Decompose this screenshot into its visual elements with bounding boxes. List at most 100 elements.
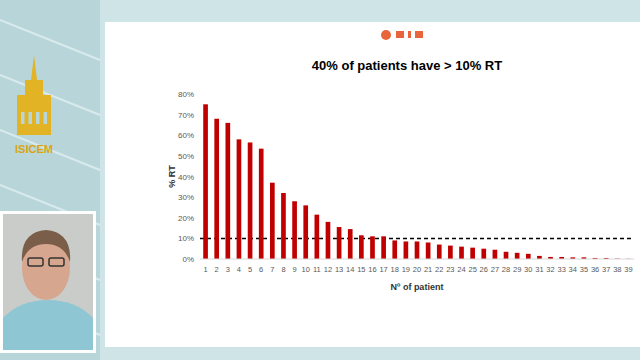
- x-axis-label: Nº of patient: [391, 282, 444, 292]
- x-tick-label: 4: [237, 265, 241, 274]
- bar: [448, 246, 453, 259]
- x-tick-label: 22: [435, 265, 443, 274]
- side-band: [0, 0, 100, 360]
- x-axis: [200, 259, 634, 260]
- y-tick-label: 60%: [178, 131, 194, 140]
- bars: [200, 238, 634, 239]
- bar: [315, 215, 320, 259]
- x-tick-label: 6: [259, 265, 263, 274]
- y-tick-label: 10%: [178, 234, 194, 243]
- y-tick: [197, 94, 200, 95]
- person-hair: [22, 230, 70, 262]
- person-shirt: [3, 300, 93, 350]
- bar: [237, 139, 242, 259]
- x-tick-label: 15: [357, 265, 365, 274]
- x-tick-label: 36: [591, 265, 599, 274]
- x-tick-label: 34: [569, 265, 577, 274]
- bar: [526, 254, 531, 259]
- x-tick-label: 38: [613, 265, 621, 274]
- x-tick-label: 19: [402, 265, 410, 274]
- logo-window: [21, 112, 25, 124]
- y-tick: [197, 135, 200, 136]
- bar: [303, 205, 308, 259]
- x-tick-label: 17: [379, 265, 387, 274]
- y-tick-label: 70%: [178, 111, 194, 120]
- x-tick-label: 27: [491, 265, 499, 274]
- y-tick: [197, 114, 200, 115]
- bar: [270, 183, 275, 259]
- x-tick-label: 32: [546, 265, 554, 274]
- bar: [326, 222, 331, 259]
- logo-shape: [17, 55, 51, 135]
- x-tick-label: 39: [624, 265, 632, 274]
- background: [0, 0, 640, 360]
- x-tick-label: 9: [293, 265, 297, 274]
- x-tick-label: 28: [502, 265, 510, 274]
- x-tick-label: 12: [324, 265, 332, 274]
- toolbar-icon: [408, 31, 411, 38]
- x-tick-label: 37: [602, 265, 610, 274]
- x-tick-label: 1: [203, 265, 207, 274]
- y-axis-label: % RT: [167, 165, 177, 188]
- x-tick-label: 5: [248, 265, 252, 274]
- logo-window: [36, 112, 40, 124]
- decor-line: [0, 20, 100, 60]
- bar: [515, 253, 520, 259]
- x-tick-label: 24: [457, 265, 465, 274]
- bar: [392, 240, 397, 259]
- bar: [470, 248, 475, 259]
- logo-text: ISICEM: [15, 143, 53, 155]
- x-tick-label: 2: [215, 265, 219, 274]
- toolbar-icon: [396, 31, 404, 38]
- bar: [493, 250, 498, 259]
- y-tick: [197, 217, 200, 218]
- webcam: [0, 211, 96, 353]
- logo: ISICEM: [15, 55, 53, 155]
- x-tick-label: 7: [270, 265, 274, 274]
- slide: ISICEM 40% of patients have > 10% RT % RT N…: [0, 0, 640, 360]
- y-tick: [197, 176, 200, 177]
- y-tick-label: 20%: [178, 214, 194, 223]
- glasses: [28, 258, 43, 266]
- bar: [459, 247, 464, 259]
- bar: [415, 241, 420, 259]
- x-tick-label: 33: [557, 265, 565, 274]
- webcam-frame: [0, 211, 96, 353]
- x-tick-label: 11: [313, 265, 321, 274]
- x-tick-label: 30: [524, 265, 532, 274]
- x-tick-label: 23: [446, 265, 454, 274]
- logo-window: [29, 112, 33, 124]
- x-tick-label: 18: [391, 265, 399, 274]
- bar: [437, 245, 442, 259]
- bar: [281, 193, 286, 259]
- chart-panel: [105, 22, 640, 347]
- bar: [214, 119, 219, 259]
- x-tick-label: 20: [413, 265, 421, 274]
- x-tick-label: 13: [335, 265, 343, 274]
- bar: [381, 236, 386, 259]
- webcam-bg: [3, 214, 93, 350]
- toolbar-icon: [381, 30, 391, 40]
- x-tick-label: 10: [302, 265, 310, 274]
- bar: [248, 142, 253, 259]
- y-tick: [197, 259, 200, 260]
- x-tick-label: 14: [346, 265, 354, 274]
- bar: [504, 252, 509, 259]
- bar: [359, 235, 364, 259]
- bar: [370, 236, 375, 259]
- y-tick: [197, 197, 200, 198]
- logo-window: [44, 112, 48, 124]
- x-tick-label: 25: [468, 265, 476, 274]
- bar: [225, 123, 230, 259]
- bar: [292, 201, 297, 259]
- x-tick-label: 8: [281, 265, 285, 274]
- y-tick-label: 80%: [178, 90, 194, 99]
- bar: [259, 149, 264, 259]
- x-tick-label: 29: [513, 265, 521, 274]
- toolbar-icon: [415, 31, 423, 38]
- bar: [426, 243, 431, 260]
- x-tick-label: 16: [368, 265, 376, 274]
- chart-title: 40% of patients have > 10% RT: [312, 58, 502, 73]
- y-tick-label: 30%: [178, 193, 194, 202]
- bar: [404, 241, 409, 259]
